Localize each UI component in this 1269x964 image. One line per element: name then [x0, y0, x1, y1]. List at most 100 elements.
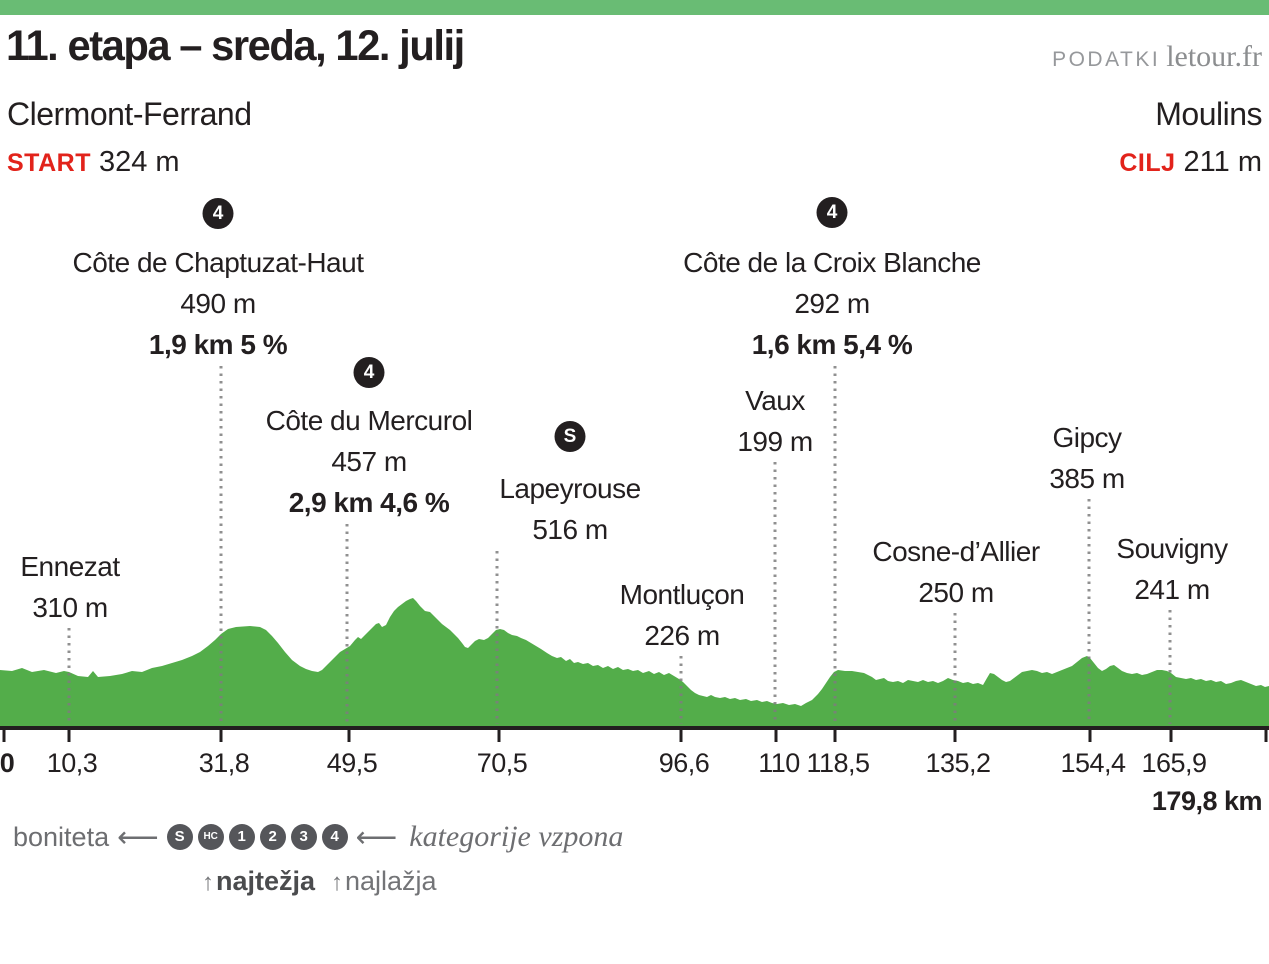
landmark-elevation: 250 m [918, 577, 994, 608]
landmark-name: Montluçon [619, 579, 745, 610]
axis-tick [1169, 726, 1173, 742]
start-elevation: 324 m [98, 146, 180, 178]
landmark-gradient: 2,9 km 4,6 % [288, 487, 450, 518]
landmark-elevation: 292 m [794, 288, 870, 319]
landmark-name: Ennezat [20, 551, 120, 582]
legend-category-badge: S [166, 824, 193, 850]
landmark-leader-line [773, 462, 777, 724]
landmark-name: Vaux [745, 385, 805, 416]
x-axis-line [0, 726, 1269, 730]
legend-category-badge: 3 [290, 824, 317, 850]
landmark-elevation: 457 m [331, 446, 407, 477]
start-elevation-row: START 324 m [7, 146, 180, 179]
landmark-name: Lapeyrouse [499, 473, 641, 504]
landmark-elevation: 516 m [532, 514, 608, 545]
legend-easiest: ↑najlažja [331, 866, 437, 897]
landmark-elevation: 385 m [1049, 463, 1125, 494]
landmark-gradient: 1,9 km 5 % [148, 329, 288, 360]
landmark-label: Souvigny 241 m [1116, 528, 1228, 610]
axis-tick [1264, 726, 1268, 742]
axis-tick [774, 726, 778, 742]
finish-city: Moulins [1155, 96, 1262, 132]
axis-tick [1088, 726, 1092, 742]
axis-tick [679, 726, 683, 742]
landmark-label: Montluçon 226 m [620, 574, 745, 656]
axis-tick [347, 726, 351, 742]
landmark-leader-line [495, 551, 499, 724]
axis-tick [67, 726, 71, 742]
landmark-label: Lapeyrouse 516 m [499, 468, 641, 550]
axis-tick-label: 49,5 [326, 748, 378, 778]
legend: boniteta ⟵ S HC 1 2 3 4 ⟵ kategorije vzpona [13, 820, 623, 854]
landmark-leader-line [1087, 499, 1091, 724]
source-label: PODATKI [1052, 48, 1161, 71]
axis-tick-label: 0 [0, 748, 15, 778]
landmark-name: Cosne-d’Allier [872, 536, 1040, 567]
landmark-label: Vaux 199 m [737, 380, 813, 462]
landmark-label: Cosne-d’Allier 250 m [872, 531, 1040, 613]
data-source: PODATKI letour.fr [1052, 40, 1262, 74]
landmark-leader-line [67, 628, 71, 724]
category-badge: 4 [202, 198, 234, 229]
start-label: START [7, 149, 91, 177]
up-arrow-icon: ↑ [331, 869, 343, 896]
landmark-name: Souvigny [1116, 533, 1228, 564]
axis-tick-label: 118,5 [806, 748, 870, 778]
axis-tick-label: 135,2 [925, 748, 991, 778]
landmark-leader-line [1168, 610, 1172, 724]
landmark-elevation: 490 m [180, 288, 256, 319]
axis-tick-label: 10,3 [46, 748, 98, 778]
category-badge: 4 [353, 357, 385, 388]
legend-category-badge: 4 [321, 824, 348, 850]
landmark-elevation: 199 m [737, 426, 813, 457]
legend-categories-label: kategorije vzpona [409, 820, 624, 853]
total-distance: 179,8 km [1151, 786, 1263, 816]
landmark-name: Côte de Chaptuzat-Haut [72, 247, 364, 278]
source-link[interactable]: letour.fr [1166, 40, 1262, 73]
axis-tick-label: 31,8 [198, 748, 250, 778]
legend-category-badge: 2 [259, 824, 286, 850]
finish-elevation: 211 m [1183, 146, 1262, 178]
left-arrow-icon: ⟵ [117, 821, 159, 854]
legend-hardest-label: najtežja [216, 866, 316, 896]
landmark-name: Côte de la Croix Blanche [683, 247, 981, 278]
landmark-elevation: 241 m [1134, 574, 1210, 605]
axis-tick-label: 70,5 [476, 748, 528, 778]
top-accent-bar [0, 0, 1269, 15]
landmark-leader-line [953, 613, 957, 724]
axis-tick-label: 110 [758, 748, 800, 778]
axis-tick [219, 726, 223, 742]
landmark-leader-line [833, 366, 837, 724]
landmark-name: Côte du Mercurol [265, 405, 473, 436]
axis-tick [953, 726, 957, 742]
landmark-elevation: 226 m [644, 620, 720, 651]
start-city: Clermont-Ferrand [7, 96, 252, 132]
landmark-label: Gipcy 385 m [1049, 417, 1125, 499]
landmark-label: Côte du Mercurol 457 m 2,9 km 4,6 % [266, 400, 473, 523]
axis-tick [497, 726, 501, 742]
legend-category-badge: HC [197, 824, 224, 850]
landmark-leader-line [219, 366, 223, 724]
landmark-label: Ennezat 310 m [20, 546, 120, 628]
axis-tick-label: 154,4 [1060, 748, 1126, 778]
axis-tick-label: 96,6 [658, 748, 710, 778]
axis-tick-label: 165,9 [1141, 748, 1207, 778]
legend-bonus-label: boniteta [13, 821, 110, 852]
legend-easiest-label: najlažja [345, 866, 437, 896]
legend-category-badge: 1 [228, 824, 255, 850]
landmark-elevation: 310 m [32, 592, 108, 623]
landmark-leader-line [345, 524, 349, 724]
axis-tick [833, 726, 837, 742]
category-badge: S [554, 421, 586, 452]
landmark-name: Gipcy [1052, 422, 1122, 453]
category-badge-list: S HC 1 2 3 4 [166, 824, 348, 850]
legend-hardest: ↑najtežja [202, 866, 315, 897]
finish-label: CILJ [1119, 149, 1176, 177]
landmark-leader-line [679, 656, 683, 724]
category-badge: 4 [816, 197, 848, 228]
elevation-area [0, 598, 1269, 730]
page-title: 11. etapa – sreda, 12. julij [6, 22, 465, 70]
landmark-label: Côte de la Croix Blanche 292 m 1,6 km 5,4 … [683, 242, 981, 365]
axis-tick [2, 726, 6, 742]
